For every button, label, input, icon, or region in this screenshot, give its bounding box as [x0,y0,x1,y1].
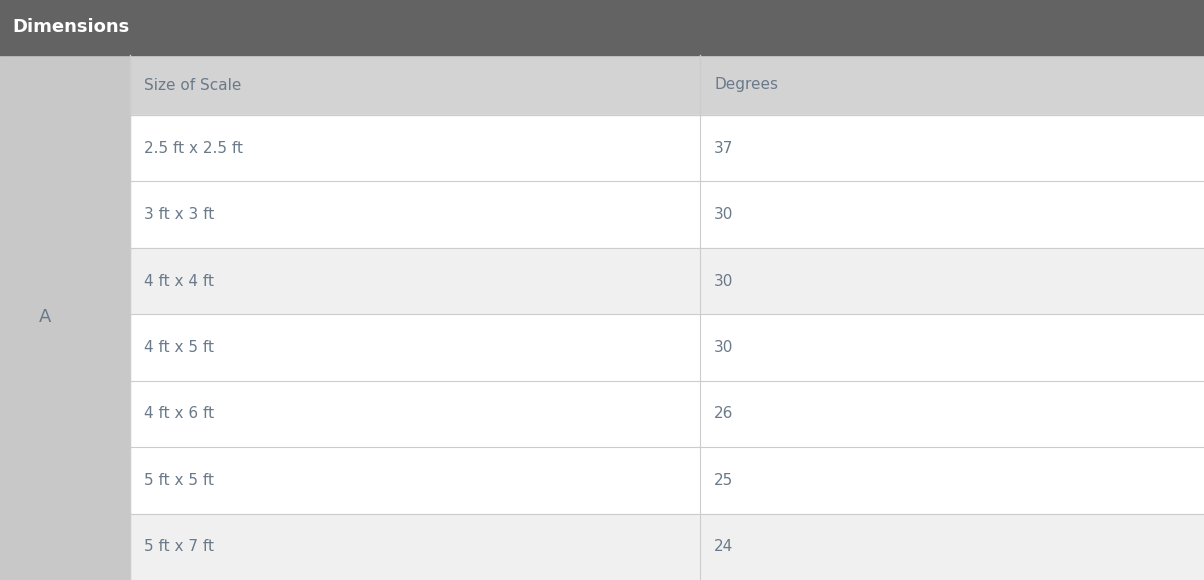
Text: 5 ft x 7 ft: 5 ft x 7 ft [144,539,214,554]
Text: 26: 26 [714,407,733,422]
Text: 25: 25 [714,473,733,488]
Text: 4 ft x 5 ft: 4 ft x 5 ft [144,340,214,355]
Bar [130,314,1204,380]
Bar [0,248,130,314]
Bar [0,0,1204,55]
Bar [130,115,1204,182]
Bar [130,513,1204,580]
Bar [130,182,1204,248]
Text: 30: 30 [714,274,733,289]
Bar [0,380,130,447]
Bar [130,447,1204,513]
Text: 4 ft x 4 ft: 4 ft x 4 ft [144,274,214,289]
Text: 4 ft x 6 ft: 4 ft x 6 ft [144,407,214,422]
Text: 5 ft x 5 ft: 5 ft x 5 ft [144,473,214,488]
Text: 24: 24 [714,539,733,554]
Text: Degrees: Degrees [714,78,778,92]
Bar [0,115,130,182]
Text: 2.5 ft x 2.5 ft: 2.5 ft x 2.5 ft [144,141,243,155]
Bar [0,447,130,513]
Text: 30: 30 [714,340,733,355]
Text: Dimensions: Dimensions [12,19,129,37]
Bar [0,182,130,248]
Bar [130,248,1204,314]
Text: 37: 37 [714,141,733,155]
Bar [0,314,130,380]
Text: Size of Scale: Size of Scale [144,78,241,92]
Bar [0,513,130,580]
Text: 30: 30 [714,207,733,222]
Bar [130,380,1204,447]
Text: A: A [40,309,52,327]
Bar [0,55,130,580]
Text: 3 ft x 3 ft: 3 ft x 3 ft [144,207,214,222]
Bar [130,55,1204,115]
